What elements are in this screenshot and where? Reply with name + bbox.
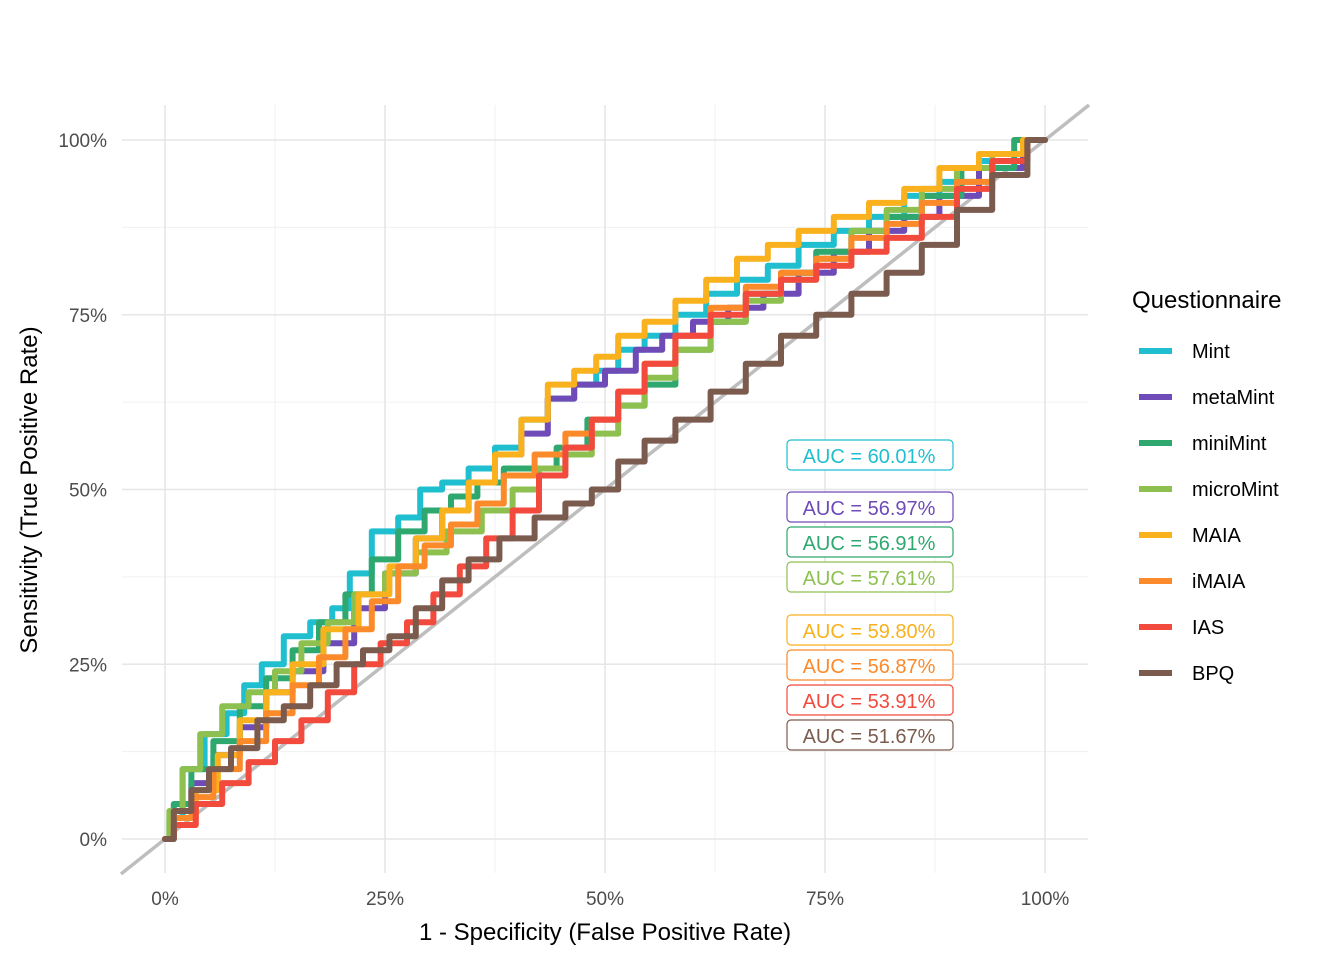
legend-label-imaia: iMAIA bbox=[1192, 571, 1246, 593]
auc-label-box bbox=[786, 491, 954, 523]
legend-label-bpq: BPQ bbox=[1192, 663, 1234, 685]
y-tick-label: 75% bbox=[69, 306, 107, 327]
auc-label-imaia: AUC = 56.87% bbox=[786, 649, 954, 681]
roc-curve-ias bbox=[162, 137, 1048, 842]
y-tick-label: 50% bbox=[69, 481, 107, 502]
auc-label-text: AUC = 56.91% bbox=[803, 533, 936, 555]
x-tick-label: 75% bbox=[806, 889, 844, 910]
auc-label-box bbox=[786, 649, 954, 681]
legend-label-ias: IAS bbox=[1192, 617, 1224, 639]
auc-label-text: AUC = 56.87% bbox=[803, 656, 936, 678]
auc-label-maia: AUC = 59.80% bbox=[786, 614, 954, 646]
x-tick-label: 50% bbox=[586, 889, 624, 910]
auc-label-text: AUC = 60.01% bbox=[803, 446, 936, 468]
legend-label-micromint: microMint bbox=[1192, 479, 1279, 501]
legend-title: Questionnaire bbox=[1132, 287, 1281, 314]
y-tick-label: 100% bbox=[58, 131, 107, 152]
auc-label-box bbox=[786, 719, 954, 751]
y-axis-title: Sensitivity (True Positive Rate) bbox=[16, 326, 43, 653]
legend-label-metamint: metaMint bbox=[1192, 387, 1275, 409]
y-tick-label: 25% bbox=[69, 655, 107, 676]
legend-label-maia: MAIA bbox=[1192, 525, 1242, 547]
auc-label-box bbox=[786, 439, 954, 471]
auc-label-box bbox=[786, 684, 954, 716]
auc-label-ias: AUC = 53.91% bbox=[786, 684, 954, 716]
legend: Mint metaMint miniMint microMint MAIA iMAIA IA… bbox=[1139, 341, 1279, 685]
roc-curve-maia bbox=[162, 137, 1048, 842]
auc-label-box bbox=[786, 614, 954, 646]
x-axis-title: 1 - Specificity (False Positive Rate) bbox=[419, 919, 791, 946]
roc-curve-micromint bbox=[162, 137, 1048, 842]
y-axis-ticks: 0% 25% 50% 75% 100% bbox=[58, 131, 107, 851]
x-axis-ticks: 0% 25% 50% 75% 100% bbox=[151, 889, 1069, 910]
auc-label-micromint: AUC = 57.61% bbox=[786, 561, 954, 593]
auc-labels: AUC = 60.01% AUC = 56.97% AUC = 56.91% AUC … bbox=[786, 439, 954, 751]
auc-label-text: AUC = 57.61% bbox=[803, 568, 936, 590]
y-tick-label: 0% bbox=[80, 830, 108, 851]
x-tick-label: 25% bbox=[366, 889, 404, 910]
auc-label-text: AUC = 56.97% bbox=[803, 498, 936, 520]
roc-curves bbox=[162, 137, 1048, 842]
auc-label-text: AUC = 51.67% bbox=[803, 726, 936, 748]
legend-label-minimint: miniMint bbox=[1192, 433, 1267, 455]
auc-label-box bbox=[786, 526, 954, 558]
roc-curve-bpq bbox=[162, 137, 1048, 842]
auc-label-bpq: AUC = 51.67% bbox=[786, 719, 954, 751]
auc-label-text: AUC = 59.80% bbox=[803, 621, 936, 643]
auc-label-mint: AUC = 60.01% bbox=[786, 439, 954, 471]
auc-label-box bbox=[786, 561, 954, 593]
roc-curve-minimint bbox=[162, 137, 1048, 842]
x-tick-label: 100% bbox=[1021, 889, 1070, 910]
roc-curve-imaia bbox=[162, 137, 1048, 842]
auc-label-minimint: AUC = 56.91% bbox=[786, 526, 954, 558]
legend-label-mint: Mint bbox=[1192, 341, 1230, 363]
auc-label-text: AUC = 53.91% bbox=[803, 691, 936, 713]
x-tick-label: 0% bbox=[151, 889, 179, 910]
auc-label-metamint: AUC = 56.97% bbox=[786, 491, 954, 523]
